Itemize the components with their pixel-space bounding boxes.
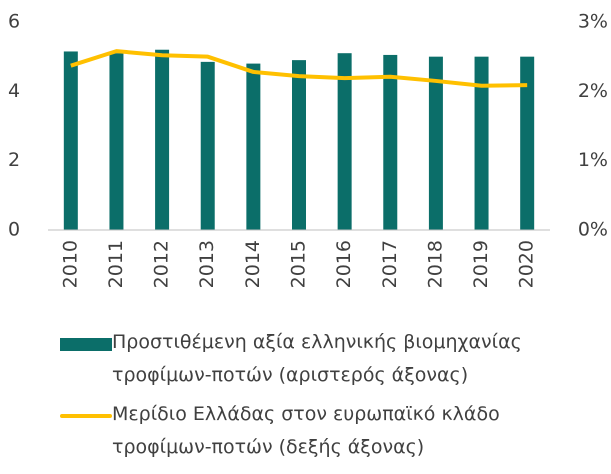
- bar: [155, 49, 170, 230]
- y2-tick-label: 2%: [578, 80, 608, 102]
- y-tick-label: 0: [8, 219, 20, 241]
- page: 0 2 4 6 0% 1% 2% 3% 2010 2011 2012 2013 2014 2015 2016…: [8, 10, 608, 458]
- y2-tick-label: 0%: [578, 219, 608, 241]
- y-tick-label: 4: [8, 80, 20, 102]
- x-tick-label: 2011: [105, 240, 127, 288]
- line: [70, 49, 528, 88]
- y-tick-label: 6: [8, 11, 20, 33]
- bar: [200, 61, 215, 230]
- x-tick-label: 2010: [59, 240, 81, 288]
- bar: [428, 56, 443, 230]
- legend-mark: [60, 338, 112, 351]
- bar: [383, 54, 398, 230]
- legend: Προστιθέμενη αξία ελληνικής βιομηχανίας …: [60, 330, 580, 474]
- x-tick-label: 2013: [196, 240, 218, 288]
- x-tick-label: 2016: [333, 240, 355, 288]
- bar: [109, 53, 124, 231]
- bar: [63, 51, 78, 230]
- x-tick-label: 2018: [424, 240, 446, 288]
- x-tick-label: 2019: [470, 240, 492, 288]
- bar: [246, 63, 261, 230]
- x-tick-label: 2014: [242, 240, 264, 288]
- legend-swatch: [60, 330, 112, 354]
- chart: 0 2 4 6 0% 1% 2% 3% 2010 2011 2012 2013 2014 2015 2016…: [8, 11, 608, 289]
- x-tick-label: 2015: [288, 240, 310, 288]
- legend-swatch: [60, 402, 112, 426]
- y2-tick-label: 3%: [578, 11, 608, 33]
- x-tick-label: 2017: [379, 240, 401, 288]
- y2-tick-label: 1%: [578, 149, 608, 171]
- legend-label: Προστιθέμενη αξία ελληνικής βιομηχανίας …: [112, 331, 522, 386]
- x-tick-label: 2020: [516, 240, 538, 288]
- legend-item: Μερίδιο Ελλάδας στον ευρωπαϊκό κλάδο τρο…: [60, 402, 580, 464]
- bar: [474, 56, 489, 230]
- legend-item: Προστιθέμενη αξία ελληνικής βιομηχανίας …: [60, 330, 580, 392]
- x-tick-label: 2012: [151, 240, 173, 288]
- y-tick-label: 2: [8, 149, 20, 171]
- legend-mark: [60, 414, 112, 418]
- legend-label: Μερίδιο Ελλάδας στον ευρωπαϊκό κλάδο τρο…: [112, 403, 500, 458]
- bar: [292, 60, 306, 231]
- bar: [520, 56, 535, 230]
- bar: [337, 53, 352, 231]
